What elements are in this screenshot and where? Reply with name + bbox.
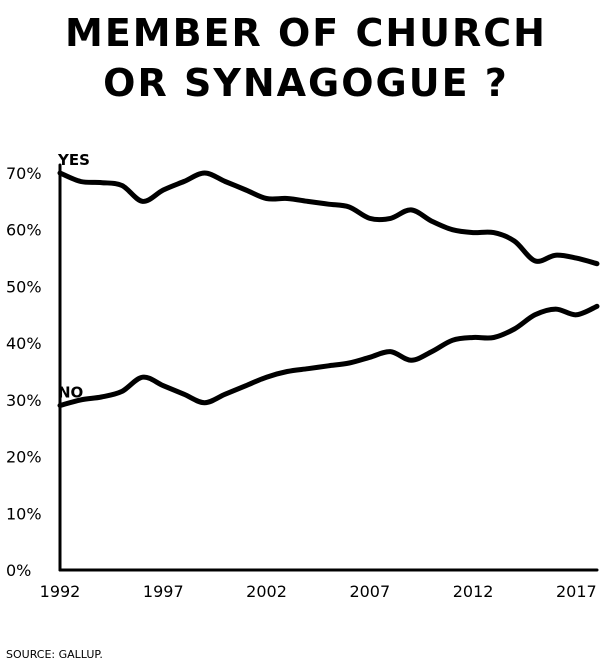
y-tick-label: 50% (6, 277, 42, 296)
series-line-yes (57, 170, 600, 267)
x-tick-label: 2002 (246, 582, 287, 601)
y-tick-label: 0% (6, 561, 31, 580)
chart-title-line-2: OR SYNAGOGUE ? (103, 61, 509, 105)
y-tick-label: 40% (6, 334, 42, 353)
y-tick-label: 30% (6, 391, 42, 410)
y-tick-label: 10% (6, 504, 42, 523)
y-axis-ticks: 0% 10% 20% 30% 40% 50% 60% 70% (6, 164, 42, 580)
x-tick-label: 2012 (453, 582, 494, 601)
series-label-yes: YES (57, 151, 90, 169)
series-label-no: NO (58, 384, 83, 402)
source-note: SOURCE: GALLUP. (6, 648, 103, 661)
x-tick-label: 2007 (349, 582, 390, 601)
y-tick-label: 20% (6, 448, 42, 467)
chart-axes (58, 163, 599, 572)
x-tick-label: 1997 (143, 582, 184, 601)
x-tick-label: 1992 (40, 582, 81, 601)
y-tick-label: 70% (6, 164, 42, 183)
y-tick-label: 60% (6, 221, 42, 240)
x-axis-ticks: 1992 1997 2002 2007 2012 2017 (40, 582, 597, 601)
chart-title-line-1: MEMBER OF CHURCH (65, 11, 547, 55)
series-labels: YES NO (57, 151, 90, 402)
x-tick-label: 2017 (556, 582, 597, 601)
series-lines (57, 170, 600, 408)
series-line-no (57, 303, 600, 408)
